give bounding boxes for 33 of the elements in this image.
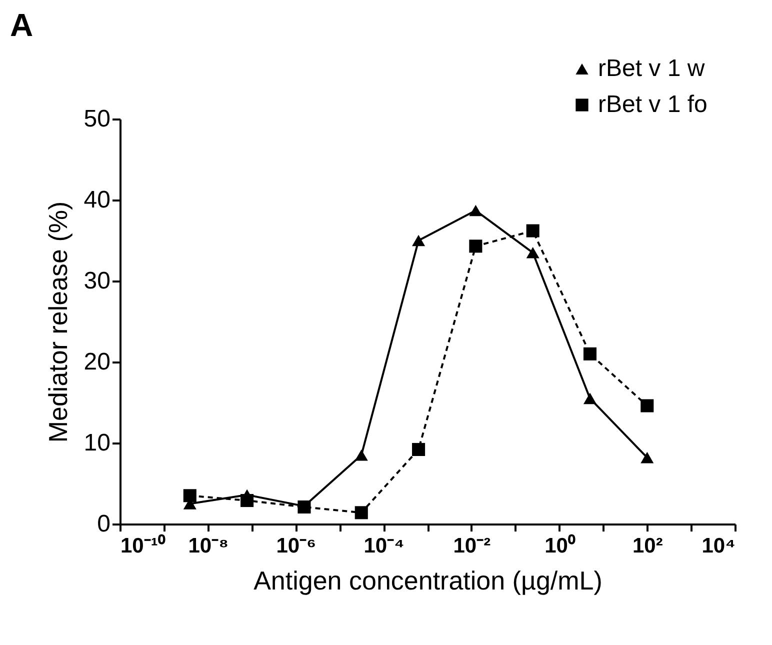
point [526,224,540,238]
point [526,247,540,258]
point [240,494,254,508]
x-axis-title: Antigen concentration (µg/mL) [254,566,602,596]
x-tick-label: 10⁻⁸ [188,534,229,558]
point [583,392,597,404]
y-tick-label: 0 [97,510,110,538]
point [412,442,426,456]
point [412,234,426,246]
legend-label: rBet v 1 fo [598,91,708,118]
point [640,452,654,464]
point [469,240,482,253]
legend-label: rBet v 1 w [598,55,706,82]
x-tick-label: 10⁻⁶ [276,534,316,558]
y-tick-label: 20 [84,348,110,376]
y-tick-label: 10 [84,430,110,456]
x-tick-label: 10⁰ [544,534,576,558]
y-tick-label: 40 [84,186,110,214]
x-tick-label: 10² [632,534,663,558]
point [583,347,597,360]
x-tick-label: 10⁻² [453,534,491,558]
x-tick-label: 10⁴ [702,534,736,558]
chart-title: A [10,7,34,43]
y-axis-title: Mediator release (%) [42,201,73,443]
point [469,204,482,216]
x-tick-label: 10⁻¹⁰ [120,534,166,558]
point [640,399,654,412]
point [354,506,368,520]
point [354,450,368,461]
y-tick-label: 30 [84,268,110,294]
y-tick-label: 50 [84,106,110,132]
point [183,489,196,502]
x-tick-label: 10⁻⁴ [364,534,404,558]
